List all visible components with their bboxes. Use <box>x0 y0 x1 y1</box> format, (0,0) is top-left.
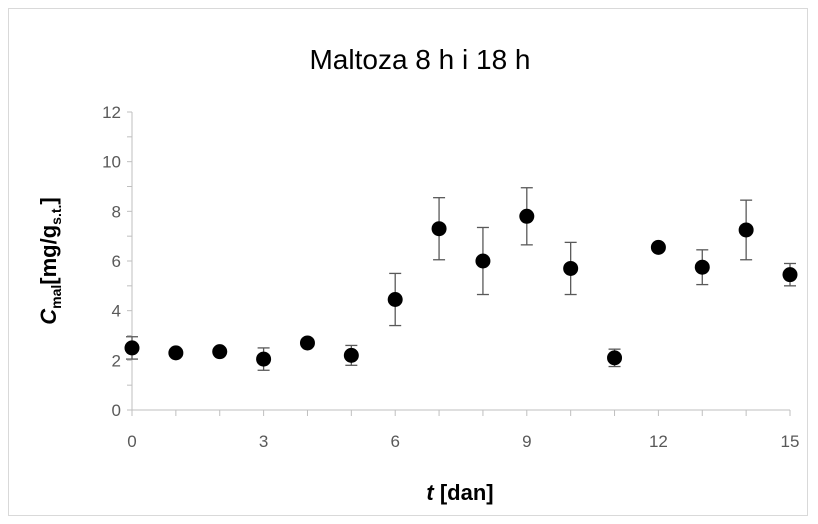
y-axis-title-symbol: C <box>36 308 61 325</box>
data-point <box>738 222 754 238</box>
y-tick-label: 8 <box>112 202 121 221</box>
data-point <box>299 335 315 351</box>
y-tick-label: 0 <box>112 401 121 420</box>
y-axis-title: Cmal[mg/gs.t.] <box>36 197 64 324</box>
y-axis-title-end: ] <box>36 197 61 204</box>
x-axis-title-symbol: t <box>426 480 435 505</box>
chart-title: Maltoza 8 h i 18 h <box>309 44 530 75</box>
data-point <box>256 351 272 367</box>
x-tick-label: 12 <box>649 432 668 451</box>
tick-labels: 0 2 4 6 8 10 12 0 3 6 9 12 15 <box>102 103 799 451</box>
y-axis-title-unit: [mg/g <box>36 225 61 285</box>
data-point <box>124 340 140 356</box>
x-tick-label: 3 <box>259 432 268 451</box>
y-tick-label: 10 <box>102 153 121 172</box>
y-axis-title-subscript: mal <box>48 285 64 309</box>
y-axis-title-unit-subscript: s.t. <box>48 205 64 225</box>
y-tick-label: 2 <box>112 351 121 370</box>
data-point <box>694 259 710 275</box>
data-point <box>343 347 359 363</box>
x-tick-label: 9 <box>522 432 531 451</box>
data-point <box>782 267 798 283</box>
error-bars <box>126 187 796 371</box>
x-tick-label: 15 <box>781 432 800 451</box>
data-point <box>650 239 666 255</box>
data-point <box>212 344 228 360</box>
x-axis-title-unit: [dan] <box>434 480 494 505</box>
data-point <box>168 345 184 361</box>
x-axis-title: t [dan] <box>426 480 493 505</box>
data-point <box>475 253 491 269</box>
axes <box>127 111 791 416</box>
data-point <box>387 291 403 307</box>
data-point <box>607 350 623 366</box>
x-tick-label: 6 <box>390 432 399 451</box>
y-tick-label: 6 <box>112 252 121 271</box>
data-point <box>563 260 579 276</box>
chart-frame <box>8 8 808 516</box>
x-tick-label: 0 <box>127 432 136 451</box>
data-points <box>124 208 798 367</box>
y-tick-label: 12 <box>102 103 121 122</box>
data-point <box>431 221 447 237</box>
y-tick-label: 4 <box>112 302 121 321</box>
data-point <box>519 208 535 224</box>
